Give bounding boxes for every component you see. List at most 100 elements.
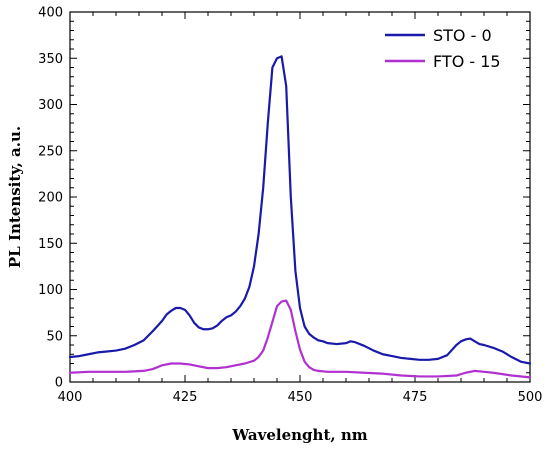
y-tick-label: 250: [38, 144, 63, 159]
series-lines: [68, 55, 532, 379]
data-point: [295, 270, 297, 272]
y-tick-label: 50: [46, 329, 63, 344]
data-point: [272, 321, 274, 323]
data-point: [226, 316, 228, 318]
data-point: [529, 363, 531, 365]
y-axis-title: PL Intensity, a.u.: [6, 126, 24, 268]
data-point: [221, 320, 223, 322]
data-point: [437, 376, 439, 378]
data-point: [474, 370, 476, 372]
data-point: [244, 298, 246, 300]
data-point: [304, 326, 306, 328]
x-tick-label: 450: [288, 390, 313, 405]
data-point: [152, 330, 154, 332]
data-point: [189, 364, 191, 366]
data-point: [327, 371, 329, 373]
data-point: [322, 341, 324, 343]
data-point: [456, 344, 458, 346]
y-tick-label: 400: [38, 6, 63, 21]
x-tick-label: 475: [403, 390, 428, 405]
data-point: [281, 301, 283, 303]
data-point: [258, 356, 260, 358]
data-point: [69, 356, 71, 358]
data-point: [235, 365, 237, 367]
data-point: [152, 368, 154, 370]
y-tick-label: 200: [38, 191, 63, 206]
y-tick-label: 350: [38, 52, 63, 67]
data-point: [170, 363, 172, 365]
data-point: [180, 307, 182, 309]
data-point: [350, 341, 352, 343]
data-point: [382, 373, 384, 375]
data-point: [207, 367, 209, 369]
y-tick-label: 100: [38, 283, 63, 298]
data-point: [115, 350, 117, 352]
data-point: [428, 359, 430, 361]
series-1: [68, 55, 532, 365]
data-point: [465, 339, 467, 341]
series-line: [68, 299, 532, 379]
data-point: [207, 328, 209, 330]
data-point: [456, 375, 458, 377]
data-point: [267, 122, 269, 124]
data-point: [419, 376, 421, 378]
data-point: [253, 266, 255, 268]
data-point: [244, 363, 246, 365]
data-point: [193, 322, 195, 324]
data-point: [203, 328, 205, 330]
data-point: [354, 341, 356, 343]
data-point: [400, 357, 402, 359]
data-point: [483, 371, 485, 373]
data-point: [262, 187, 264, 189]
data-point: [88, 353, 90, 355]
data-point: [198, 365, 200, 367]
data-point: [124, 348, 126, 350]
data-point: [327, 342, 329, 344]
data-point: [295, 330, 297, 332]
data-point: [511, 375, 513, 377]
x-tick-label: 500: [518, 390, 543, 405]
data-point: [290, 309, 292, 311]
data-point: [276, 305, 278, 307]
data-point: [124, 371, 126, 373]
data-point: [520, 361, 522, 363]
data-point: [249, 286, 251, 288]
x-tick-label: 400: [58, 390, 83, 405]
data-point: [230, 315, 232, 317]
data-point: [198, 327, 200, 329]
data-point: [69, 372, 71, 374]
y-tick-label: 300: [38, 98, 63, 113]
data-point: [391, 355, 393, 357]
data-point: [285, 85, 287, 87]
data-point: [212, 328, 214, 330]
data-point: [304, 361, 306, 363]
y-tick-label: 0: [55, 376, 63, 391]
data-point: [216, 325, 218, 327]
data-point: [175, 307, 177, 309]
data-point: [239, 305, 241, 307]
legend: STO - 0 FTO - 15: [385, 26, 501, 71]
data-point: [308, 333, 310, 335]
data-point: [272, 67, 274, 69]
data-point: [502, 351, 504, 353]
data-point: [226, 366, 228, 368]
data-point: [460, 341, 462, 343]
data-point: [299, 349, 301, 351]
data-point: [308, 366, 310, 368]
data-point: [299, 307, 301, 309]
data-point: [267, 337, 269, 339]
data-point: [492, 372, 494, 374]
data-point: [216, 367, 218, 369]
legend-label: STO - 0: [433, 26, 492, 45]
data-point: [345, 342, 347, 344]
data-point: [318, 340, 320, 342]
data-point: [479, 343, 481, 345]
series-line: [68, 55, 532, 365]
legend-label: FTO - 15: [433, 52, 501, 71]
data-point: [483, 344, 485, 346]
data-point: [170, 310, 172, 312]
data-point: [253, 360, 255, 362]
x-axis-title: Wavelenght, nm: [231, 426, 367, 444]
data-point: [382, 353, 384, 355]
